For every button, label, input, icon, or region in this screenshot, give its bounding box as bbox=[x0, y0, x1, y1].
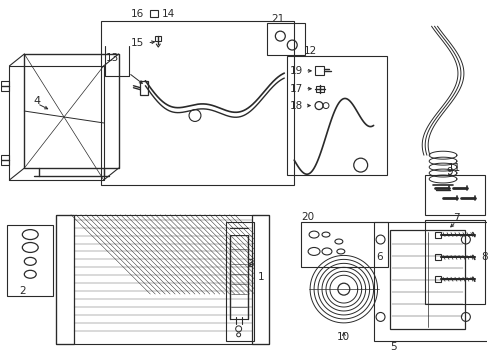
Text: 16: 16 bbox=[130, 9, 143, 19]
Bar bbox=[140, 81, 148, 95]
Bar bbox=[155, 36, 161, 41]
Text: 11: 11 bbox=[447, 163, 460, 173]
Text: 14: 14 bbox=[162, 9, 175, 19]
Bar bbox=[434, 276, 440, 282]
Text: 20: 20 bbox=[301, 212, 314, 222]
Text: 5: 5 bbox=[390, 342, 396, 352]
Text: 12: 12 bbox=[304, 46, 317, 56]
Bar bbox=[56, 215, 74, 344]
Bar bbox=[0, 155, 9, 165]
Bar bbox=[267, 23, 305, 55]
Bar bbox=[425, 220, 484, 304]
Text: 10: 10 bbox=[336, 332, 349, 342]
Bar bbox=[315, 86, 324, 92]
Bar bbox=[301, 222, 387, 267]
Bar bbox=[101, 21, 294, 185]
Text: 3: 3 bbox=[247, 259, 254, 269]
Text: 4: 4 bbox=[33, 96, 41, 105]
Bar bbox=[434, 231, 440, 238]
Bar bbox=[314, 66, 324, 75]
Bar bbox=[425, 175, 484, 215]
Text: 15: 15 bbox=[130, 38, 143, 48]
Bar bbox=[373, 222, 487, 341]
Bar bbox=[7, 225, 53, 296]
Bar bbox=[286, 56, 386, 175]
Text: 7: 7 bbox=[452, 213, 459, 223]
Text: 18: 18 bbox=[290, 100, 303, 111]
Text: 8: 8 bbox=[480, 252, 487, 262]
Text: 17: 17 bbox=[290, 84, 303, 94]
Text: 1: 1 bbox=[257, 272, 264, 282]
Bar bbox=[0, 81, 9, 91]
Text: 21: 21 bbox=[271, 14, 284, 24]
Bar bbox=[56, 215, 269, 344]
Text: 2: 2 bbox=[20, 286, 26, 296]
Text: 19: 19 bbox=[290, 66, 303, 76]
Bar bbox=[434, 255, 440, 260]
Bar bbox=[150, 10, 158, 17]
Text: 9: 9 bbox=[445, 167, 452, 177]
Text: 13: 13 bbox=[105, 53, 119, 63]
Bar bbox=[225, 222, 253, 341]
Text: 6: 6 bbox=[376, 252, 383, 262]
Bar bbox=[390, 230, 464, 329]
Bar bbox=[251, 215, 269, 344]
